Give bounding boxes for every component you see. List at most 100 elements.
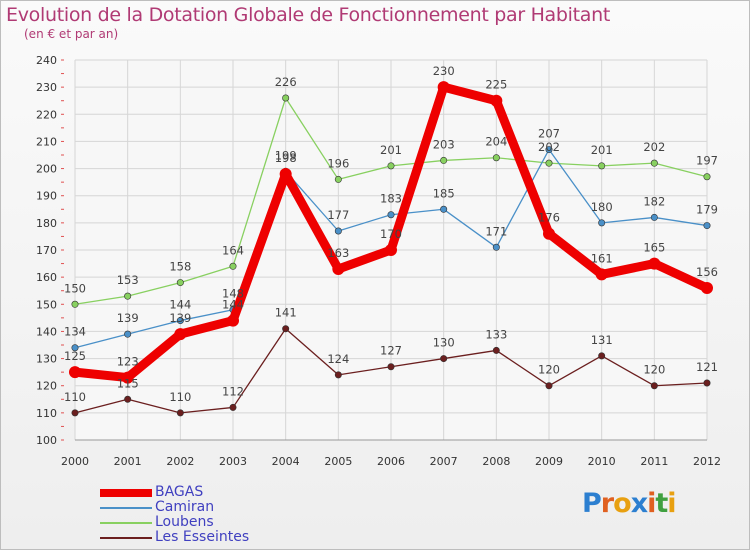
- x-tick-label: 2002: [166, 455, 194, 468]
- legend-swatch-bagas: [100, 489, 152, 497]
- data-point: [282, 325, 290, 333]
- data-label: 230: [433, 64, 455, 78]
- data-label: 148: [222, 287, 244, 301]
- data-label: 201: [380, 143, 402, 157]
- data-point: [176, 279, 184, 287]
- data-point: [124, 330, 132, 338]
- logo-letter: x: [630, 488, 648, 519]
- data-point: [121, 371, 134, 384]
- y-tick-label: 170: [36, 244, 57, 257]
- y-tick-label: 210: [36, 135, 57, 148]
- data-point: [332, 263, 345, 275]
- data-point: [595, 268, 608, 281]
- y-tick-label: 200: [36, 163, 57, 176]
- data-label: 176: [538, 211, 560, 225]
- data-label: 120: [643, 363, 665, 377]
- y-tick-label: 130: [36, 353, 57, 366]
- logo-letter: i: [667, 488, 676, 519]
- data-point: [334, 227, 342, 235]
- x-tick-label: 2009: [535, 455, 563, 468]
- logo-letter: i: [647, 488, 656, 519]
- data-label: 185: [433, 186, 455, 200]
- data-label: 202: [538, 140, 560, 154]
- data-label: 156: [696, 265, 718, 279]
- y-tick-label: 160: [36, 271, 57, 284]
- data-label: 112: [222, 384, 244, 398]
- y-tick-label: 240: [36, 54, 57, 67]
- legend-label-bagas: BAGAS: [155, 484, 204, 500]
- data-label: 165: [643, 241, 665, 255]
- data-label: 180: [591, 200, 613, 214]
- data-label: 144: [169, 298, 191, 312]
- data-label: 121: [696, 360, 718, 374]
- logo-letter: t: [655, 488, 668, 519]
- data-point: [543, 227, 555, 240]
- data-label: 226: [275, 75, 297, 89]
- data-label: 177: [327, 208, 349, 222]
- y-tick-label: 220: [36, 108, 57, 121]
- y-tick-label: 180: [36, 217, 57, 230]
- data-label: 225: [485, 78, 507, 92]
- x-tick-label: 2008: [482, 455, 510, 468]
- data-point: [227, 314, 239, 327]
- data-label: 125: [64, 349, 86, 363]
- data-label: 202: [643, 140, 665, 154]
- axis-layer: 100 110 120 130 140 150 160 170 180 190 200 210 220 2…: [36, 54, 721, 468]
- data-point: [437, 81, 450, 94]
- data-point: [71, 344, 79, 352]
- data-label: 199: [275, 148, 297, 162]
- data-label: 196: [327, 156, 349, 170]
- y-tick-label: 120: [36, 380, 57, 393]
- data-point: [124, 292, 132, 300]
- data-label: 131: [591, 333, 613, 347]
- x-tick-label: 2006: [377, 455, 405, 468]
- data-label: 163: [327, 246, 349, 260]
- logo-letter: r: [600, 488, 614, 519]
- data-label: 153: [117, 273, 139, 287]
- data-point: [387, 211, 395, 219]
- data-point: [71, 409, 79, 417]
- data-point: [69, 366, 81, 379]
- data-point: [387, 162, 395, 170]
- data-point: [334, 371, 342, 379]
- series-layer: [69, 81, 713, 417]
- legend-swatch-les-esseintes: [100, 537, 152, 539]
- data-point: [71, 300, 79, 308]
- x-tick-label: 2012: [693, 455, 721, 468]
- data-label: 123: [117, 355, 139, 369]
- data-label: 171: [485, 224, 507, 238]
- chart-title: Evolution de la Dotation Globale de Fonc…: [6, 4, 611, 26]
- data-point: [703, 222, 711, 230]
- legend-label-les-esseintes: Les Esseintes: [155, 529, 250, 545]
- data-label: 164: [222, 243, 244, 257]
- y-tick-label: 190: [36, 190, 57, 203]
- logo-letter: P: [582, 488, 602, 519]
- data-label: 130: [433, 336, 455, 350]
- data-point: [387, 363, 395, 371]
- data-label: 204: [485, 135, 507, 149]
- x-tick-label: 2001: [114, 455, 142, 468]
- data-point: [545, 382, 553, 390]
- data-point: [124, 395, 132, 403]
- data-point: [282, 94, 290, 102]
- data-point: [650, 382, 658, 390]
- x-tick-label: 2005: [324, 455, 352, 468]
- data-point: [385, 244, 397, 256]
- data-point: [176, 409, 184, 417]
- data-point: [174, 328, 187, 341]
- data-label-layer: 110 115 110 112 141 124 127 130 133 120 131 120 121 1…: [64, 64, 718, 404]
- data-point: [492, 243, 500, 251]
- data-label: 110: [169, 390, 191, 404]
- data-point: [492, 154, 500, 162]
- y-tick-label: 230: [36, 81, 57, 94]
- data-point: [440, 205, 448, 213]
- proxiti-logo: Proxiti: [582, 488, 677, 519]
- data-point: [229, 403, 237, 411]
- x-tick-label: 2004: [272, 455, 300, 468]
- data-label: 120: [538, 363, 560, 377]
- x-tick-label: 2003: [219, 455, 247, 468]
- x-tick-label: 2010: [588, 455, 616, 468]
- data-label: 197: [696, 154, 718, 168]
- data-point: [703, 379, 711, 387]
